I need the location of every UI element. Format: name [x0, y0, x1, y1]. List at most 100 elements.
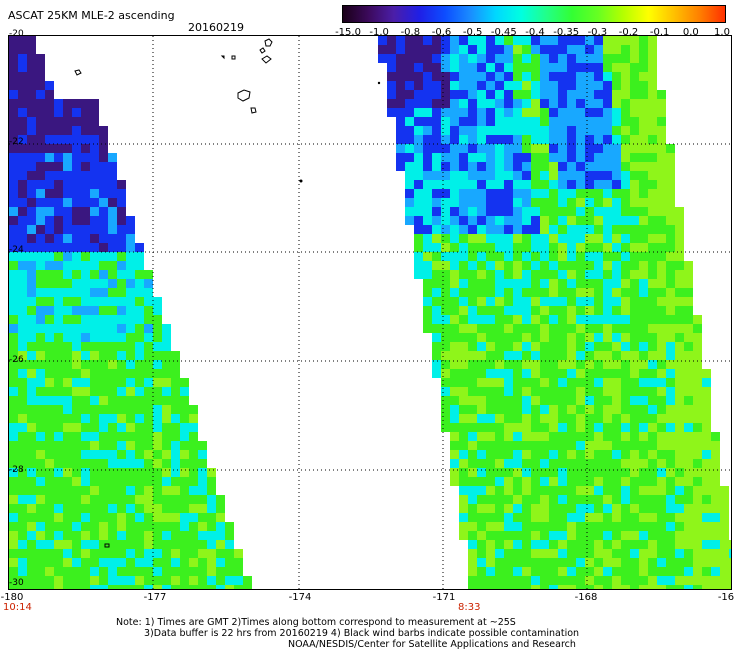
swath-cell — [45, 90, 54, 99]
swath-cell — [36, 360, 45, 369]
swath-cell — [63, 522, 72, 531]
swath-cell — [27, 315, 36, 324]
swath-cell — [144, 522, 153, 531]
swath-cell — [693, 342, 702, 351]
swath-cell — [18, 504, 27, 513]
swath-cell — [657, 342, 666, 351]
swath-cell — [531, 99, 540, 108]
swath-cell — [405, 135, 414, 144]
swath-cell — [639, 36, 648, 45]
swath-cell — [504, 135, 513, 144]
swath-cell — [603, 225, 612, 234]
swath-cell — [630, 216, 639, 225]
swath-cell — [594, 423, 603, 432]
swath-cell — [144, 477, 153, 486]
swath-cell — [522, 270, 531, 279]
swath-cell — [54, 153, 63, 162]
swath-cell — [549, 504, 558, 513]
swath-cell — [486, 522, 495, 531]
swath-cell — [45, 414, 54, 423]
swath-cell — [531, 387, 540, 396]
swath-cell — [522, 198, 531, 207]
swath-cell — [9, 567, 18, 576]
swath-cell — [396, 54, 405, 63]
swath-cell — [522, 414, 531, 423]
swath-cell — [648, 369, 657, 378]
swath-cell — [558, 531, 567, 540]
swath-cell — [495, 270, 504, 279]
swath-cell — [567, 36, 576, 45]
swath-cell — [666, 351, 675, 360]
swath-cell — [675, 513, 684, 522]
swath-cell — [621, 567, 630, 576]
swath-cell — [666, 522, 675, 531]
swath-cell — [27, 81, 36, 90]
swath-cell — [693, 396, 702, 405]
swath-cell — [99, 126, 108, 135]
swath-cell — [72, 504, 81, 513]
swath-cell — [171, 477, 180, 486]
swath-cell — [450, 126, 459, 135]
swath-cell — [594, 531, 603, 540]
swath-cell — [540, 153, 549, 162]
swath-cell — [162, 468, 171, 477]
swath-cell — [90, 567, 99, 576]
swath-cell — [90, 279, 99, 288]
swath-cell — [18, 558, 27, 567]
map-canvas — [9, 36, 731, 589]
colorbar-label: 1.0 — [714, 27, 730, 38]
swath-cell — [423, 207, 432, 216]
swath-cell — [126, 495, 135, 504]
swath-cell — [198, 540, 207, 549]
swath-cell — [54, 405, 63, 414]
swath-cell — [90, 405, 99, 414]
swath-cell — [81, 108, 90, 117]
swath-cell — [522, 261, 531, 270]
swath-cell — [675, 333, 684, 342]
swath-cell — [414, 243, 423, 252]
swath-cell — [90, 207, 99, 216]
swath-cell — [513, 423, 522, 432]
swath-cell — [612, 36, 621, 45]
swath-cell — [414, 54, 423, 63]
swath-cell — [540, 252, 549, 261]
swath-cell — [144, 585, 153, 589]
swath-cell — [27, 405, 36, 414]
swath-cell — [549, 81, 558, 90]
swath-cell — [648, 351, 657, 360]
swath-cell — [9, 558, 18, 567]
swath-cell — [441, 297, 450, 306]
swath-cell — [657, 531, 666, 540]
swath-cell — [522, 378, 531, 387]
swath-cell — [486, 558, 495, 567]
swath-cell — [594, 315, 603, 324]
swath-cell — [36, 504, 45, 513]
swath-cell — [90, 450, 99, 459]
swath-cell — [585, 342, 594, 351]
swath-cell — [513, 81, 522, 90]
swath-cell — [207, 567, 216, 576]
swath-cell — [540, 243, 549, 252]
x-label-180: -180 — [0, 592, 24, 603]
swath-cell — [702, 522, 711, 531]
swath-cell — [603, 333, 612, 342]
swath-cell — [621, 216, 630, 225]
swath-cell — [585, 333, 594, 342]
swath-cell — [99, 135, 108, 144]
swath-cell — [153, 324, 162, 333]
swath-cell — [693, 585, 702, 589]
swath-cell — [36, 288, 45, 297]
swath-cell — [81, 459, 90, 468]
swath-cell — [63, 315, 72, 324]
swath-cell — [486, 135, 495, 144]
swath-cell — [621, 585, 630, 589]
swath-cell — [585, 531, 594, 540]
swath-cell — [558, 450, 567, 459]
colorbar-label: 0.0 — [682, 27, 699, 38]
swath-cell — [108, 270, 117, 279]
swath-cell — [540, 288, 549, 297]
swath-cell — [603, 63, 612, 72]
swath-cell — [540, 342, 549, 351]
swath-cell — [243, 576, 252, 585]
swath-cell — [477, 153, 486, 162]
